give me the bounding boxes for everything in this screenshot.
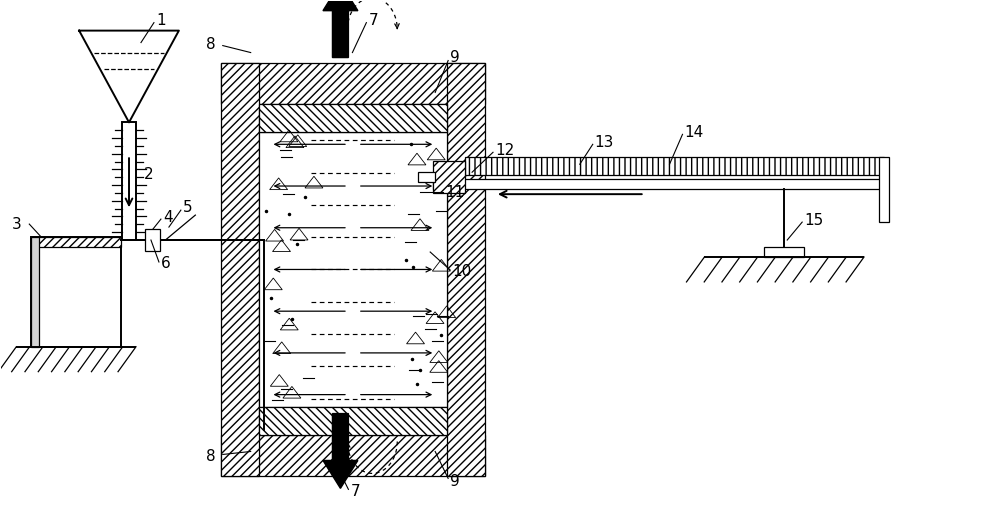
Bar [418,172,435,182]
Bar [259,104,447,132]
Polygon shape [79,31,179,122]
Text: 3: 3 [11,217,21,231]
Bar [447,62,485,476]
Bar [465,157,884,175]
Bar [433,179,884,189]
Text: 7: 7 [350,484,360,499]
Bar [221,62,485,104]
Text: 4: 4 [163,209,173,225]
Bar [433,161,465,193]
Bar [879,157,889,222]
Text: 5: 5 [183,200,192,215]
Text: 8: 8 [206,37,215,52]
Text: 1: 1 [156,13,166,28]
Bar [764,247,804,257]
Bar [122,122,136,240]
FancyArrow shape [323,0,358,57]
Text: 13: 13 [595,135,614,150]
Text: 9: 9 [450,474,460,489]
Text: 12: 12 [495,143,514,158]
Text: 6: 6 [161,257,171,271]
Bar [221,435,485,476]
Bar [31,237,121,247]
Text: 2: 2 [144,167,154,182]
FancyArrow shape [323,414,358,488]
Text: 11: 11 [445,185,464,200]
Bar [259,407,447,435]
Bar [221,62,259,476]
Text: 10: 10 [452,265,471,280]
Bar [145,229,160,251]
Bar [31,237,121,347]
Text: 7: 7 [368,13,378,28]
Text: 8: 8 [206,449,215,464]
Text: 9: 9 [450,50,460,65]
Bar [31,237,39,347]
Text: 15: 15 [804,212,823,228]
Text: 14: 14 [684,125,704,140]
Bar [259,132,447,407]
